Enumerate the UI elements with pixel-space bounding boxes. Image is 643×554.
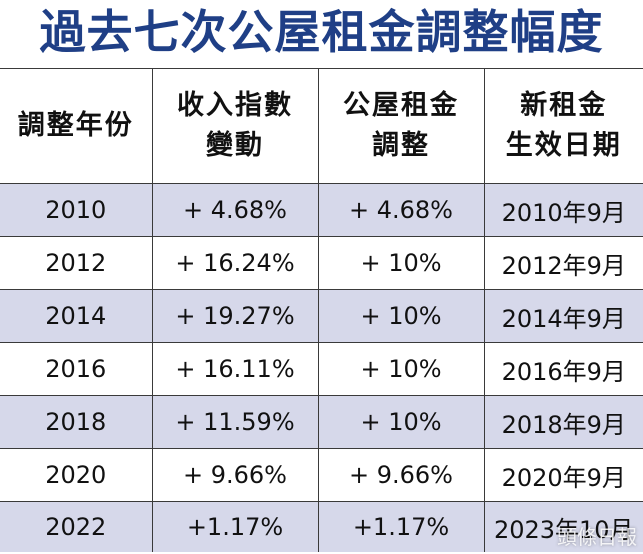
column-header-effective-date: 新租金 生效日期 [483,68,643,184]
cell-effective-date: 2016年9月 [483,342,643,396]
cell-effective-date: 2018年9月 [483,395,643,449]
cell-effective-date: 2020年9月 [483,448,643,502]
column-header-label: 生效日期 [505,130,622,161]
rent-adjustment-table: 調整年份 收入指數 變動 公屋租金 調整 新租金 生效日期 2010 + [0,68,643,552]
cell-effective-date: 2014年9月 [483,289,643,343]
cell-income-change: + 16.11% [151,342,318,396]
table-row: 2014 + 19.27% + 10% 2014年9月 [0,289,643,343]
cell-year: 2012 [0,236,152,290]
cell-income-change: + 9.66% [151,448,318,502]
cell-income-change: + 19.27% [151,289,318,343]
column-header-income-change: 收入指數 變動 [151,68,318,184]
cell-income-change: + 11.59% [151,395,318,449]
cell-rent-adjustment: + 10% [317,395,484,449]
table-row: 2010 + 4.68% + 4.68% 2010年9月 [0,183,643,237]
column-header-label: 調整 [372,130,430,161]
cell-year: 2014 [0,289,152,343]
table-row: 2022 +1.17% +1.17% 2023年10月 [0,501,643,552]
cell-year: 2010 [0,183,152,237]
cell-effective-date: 2010年9月 [483,183,643,237]
cell-rent-adjustment: +1.17% [317,501,484,552]
column-header-label: 收入指數 [177,90,293,121]
cell-income-change: +1.17% [151,501,318,552]
column-header-label: 公屋租金 [343,90,459,121]
cell-income-change: + 4.68% [151,183,318,237]
cell-rent-adjustment: + 10% [317,236,484,290]
column-header-label: 調整年份 [17,110,134,141]
cell-rent-adjustment: + 9.66% [317,448,484,502]
page-title: 過去七次公屋租金調整幅度 [39,5,604,59]
cell-rent-adjustment: + 10% [317,342,484,396]
table-header-row: 調整年份 收入指數 變動 公屋租金 調整 新租金 生效日期 [0,68,643,184]
cell-rent-adjustment: + 10% [317,289,484,343]
table-row: 2012 + 16.24% + 10% 2012年9月 [0,236,643,290]
cell-year: 2016 [0,342,152,396]
column-header-rent-adjustment: 公屋租金 調整 [317,68,484,184]
column-header-year: 調整年份 [0,68,152,184]
cell-income-change: + 16.24% [151,236,318,290]
column-header-label: 新租金 [520,90,608,121]
cell-effective-date: 2012年9月 [483,236,643,290]
column-header-label: 變動 [206,130,264,161]
table-row: 2018 + 11.59% + 10% 2018年9月 [0,395,643,449]
cell-rent-adjustment: + 4.68% [317,183,484,237]
cell-year: 2022 [0,501,152,552]
cell-year: 2020 [0,448,152,502]
cell-year: 2018 [0,395,152,449]
cell-effective-date: 2023年10月 [483,501,643,552]
table-row: 2020 + 9.66% + 9.66% 2020年9月 [0,448,643,502]
table-row: 2016 + 16.11% + 10% 2016年9月 [0,342,643,396]
